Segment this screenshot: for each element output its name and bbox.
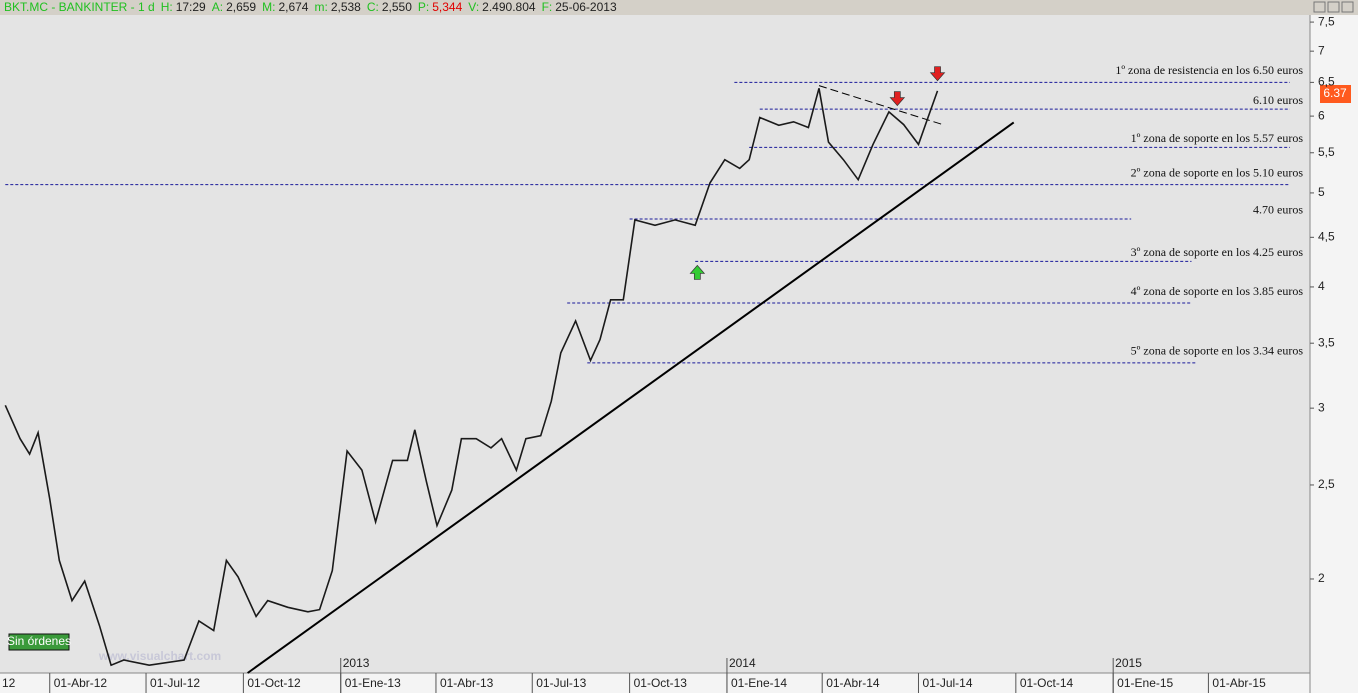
x-tick-label: 01-Abr-14 — [826, 676, 880, 690]
y-tick-label: 7,5 — [1318, 14, 1335, 28]
x-tick-label: 01-Ene-14 — [731, 676, 787, 690]
x-tick-label: 01-Abr-12 — [54, 676, 108, 690]
signal-arrow — [889, 91, 906, 107]
header-bar — [0, 0, 1358, 15]
y-tick-label: 2,5 — [1318, 477, 1335, 491]
header-key: C: — [367, 0, 379, 14]
status-text: Sin órdenes — [7, 634, 71, 648]
y-tick-label: 6 — [1318, 108, 1325, 122]
x-tick-label: 01-Jul-12 — [150, 676, 200, 690]
y-axis-panel — [1310, 15, 1358, 693]
watermark: www.visualchart.com — [98, 649, 221, 663]
restore-button[interactable] — [1327, 1, 1340, 13]
level-label: 5º zona de soporte en los 3.34 euros — [1131, 344, 1304, 358]
header-value: 2.490.804 — [482, 0, 536, 14]
header-value: 25-06-2013 — [555, 0, 617, 14]
header-key: V: — [468, 0, 479, 14]
y-tick-label: 7 — [1318, 43, 1325, 57]
trend-line — [247, 121, 1015, 674]
header-value: 2,550 — [382, 0, 412, 14]
status-box[interactable] — [8, 633, 70, 651]
level-label: 3º zona de soporte en los 4.25 euros — [1131, 245, 1304, 259]
level-label: 2º zona de soporte en los 5.10 euros — [1131, 165, 1304, 179]
x-tick-label: 01-Abr-13 — [440, 676, 494, 690]
close-button[interactable] — [1341, 1, 1354, 13]
level-label: 1º zona de soporte en los 5.57 euros — [1131, 131, 1304, 145]
year-label: 2013 — [343, 656, 370, 670]
y-tick-label: 4,5 — [1318, 229, 1335, 243]
window-buttons[interactable] — [1313, 1, 1354, 13]
x-tick-label: 01-Jul-14 — [922, 676, 972, 690]
level-label: 4º zona de soporte en los 3.85 euros — [1131, 284, 1304, 298]
y-tick-label: 3 — [1318, 400, 1325, 414]
header-key: F: — [542, 0, 553, 14]
y-tick-label: 6,5 — [1318, 75, 1335, 89]
x-tick-label: 01-Ene-13 — [345, 676, 401, 690]
x-tick-label: 01-Oct-14 — [1020, 676, 1074, 690]
x-tick-label: 01-Ene-15 — [1117, 676, 1173, 690]
y-tick-label: 5 — [1318, 185, 1325, 199]
header-value: 5,344 — [432, 0, 462, 14]
trend-line — [818, 85, 943, 126]
level-label: 1º zona de resistencia en los 6.50 euros — [1115, 63, 1303, 77]
year-label: 2015 — [1115, 656, 1142, 670]
y-tick-label: 2 — [1318, 571, 1325, 585]
y-tick-label: 5,5 — [1318, 145, 1335, 159]
y-tick-label: 3,5 — [1318, 335, 1335, 349]
header-key: A: — [212, 0, 223, 14]
signal-arrow — [689, 264, 706, 280]
header-key: P: — [418, 0, 429, 14]
x-tick-label: 01-Jul-13 — [536, 676, 586, 690]
header-value: 2,659 — [226, 0, 256, 14]
header-value: 2,538 — [331, 0, 361, 14]
header-value: 17:29 — [176, 0, 206, 14]
x-tick-label: 01-Oct-12 — [247, 676, 301, 690]
signal-arrow — [929, 66, 946, 82]
x-axis-panel — [0, 673, 1310, 693]
header-key: H: — [161, 0, 173, 14]
symbol: BKT.MC - BANKINTER - 1 d — [4, 0, 155, 14]
header-value: 2,674 — [278, 0, 308, 14]
price-badge — [1320, 85, 1351, 103]
year-label: 2014 — [729, 656, 756, 670]
x-tick-label: 01-Abr-15 — [1212, 676, 1266, 690]
level-label: 6.10 euros — [1253, 93, 1303, 107]
header-key: M: — [262, 0, 275, 14]
price-badge-text: 6.37 — [1323, 86, 1347, 100]
header-key: m: — [314, 0, 327, 14]
x-tick-label: 01-Oct-13 — [634, 676, 688, 690]
year-label: 12 — [2, 676, 16, 690]
y-tick-label: 4 — [1318, 279, 1325, 293]
level-label: 4.70 euros — [1253, 203, 1303, 217]
price-line — [4, 88, 939, 667]
minimize-button[interactable] — [1313, 1, 1326, 13]
header-text: BKT.MC - BANKINTER - 1 d H: 17:29 A: 2,659 M:… — [4, 0, 617, 14]
